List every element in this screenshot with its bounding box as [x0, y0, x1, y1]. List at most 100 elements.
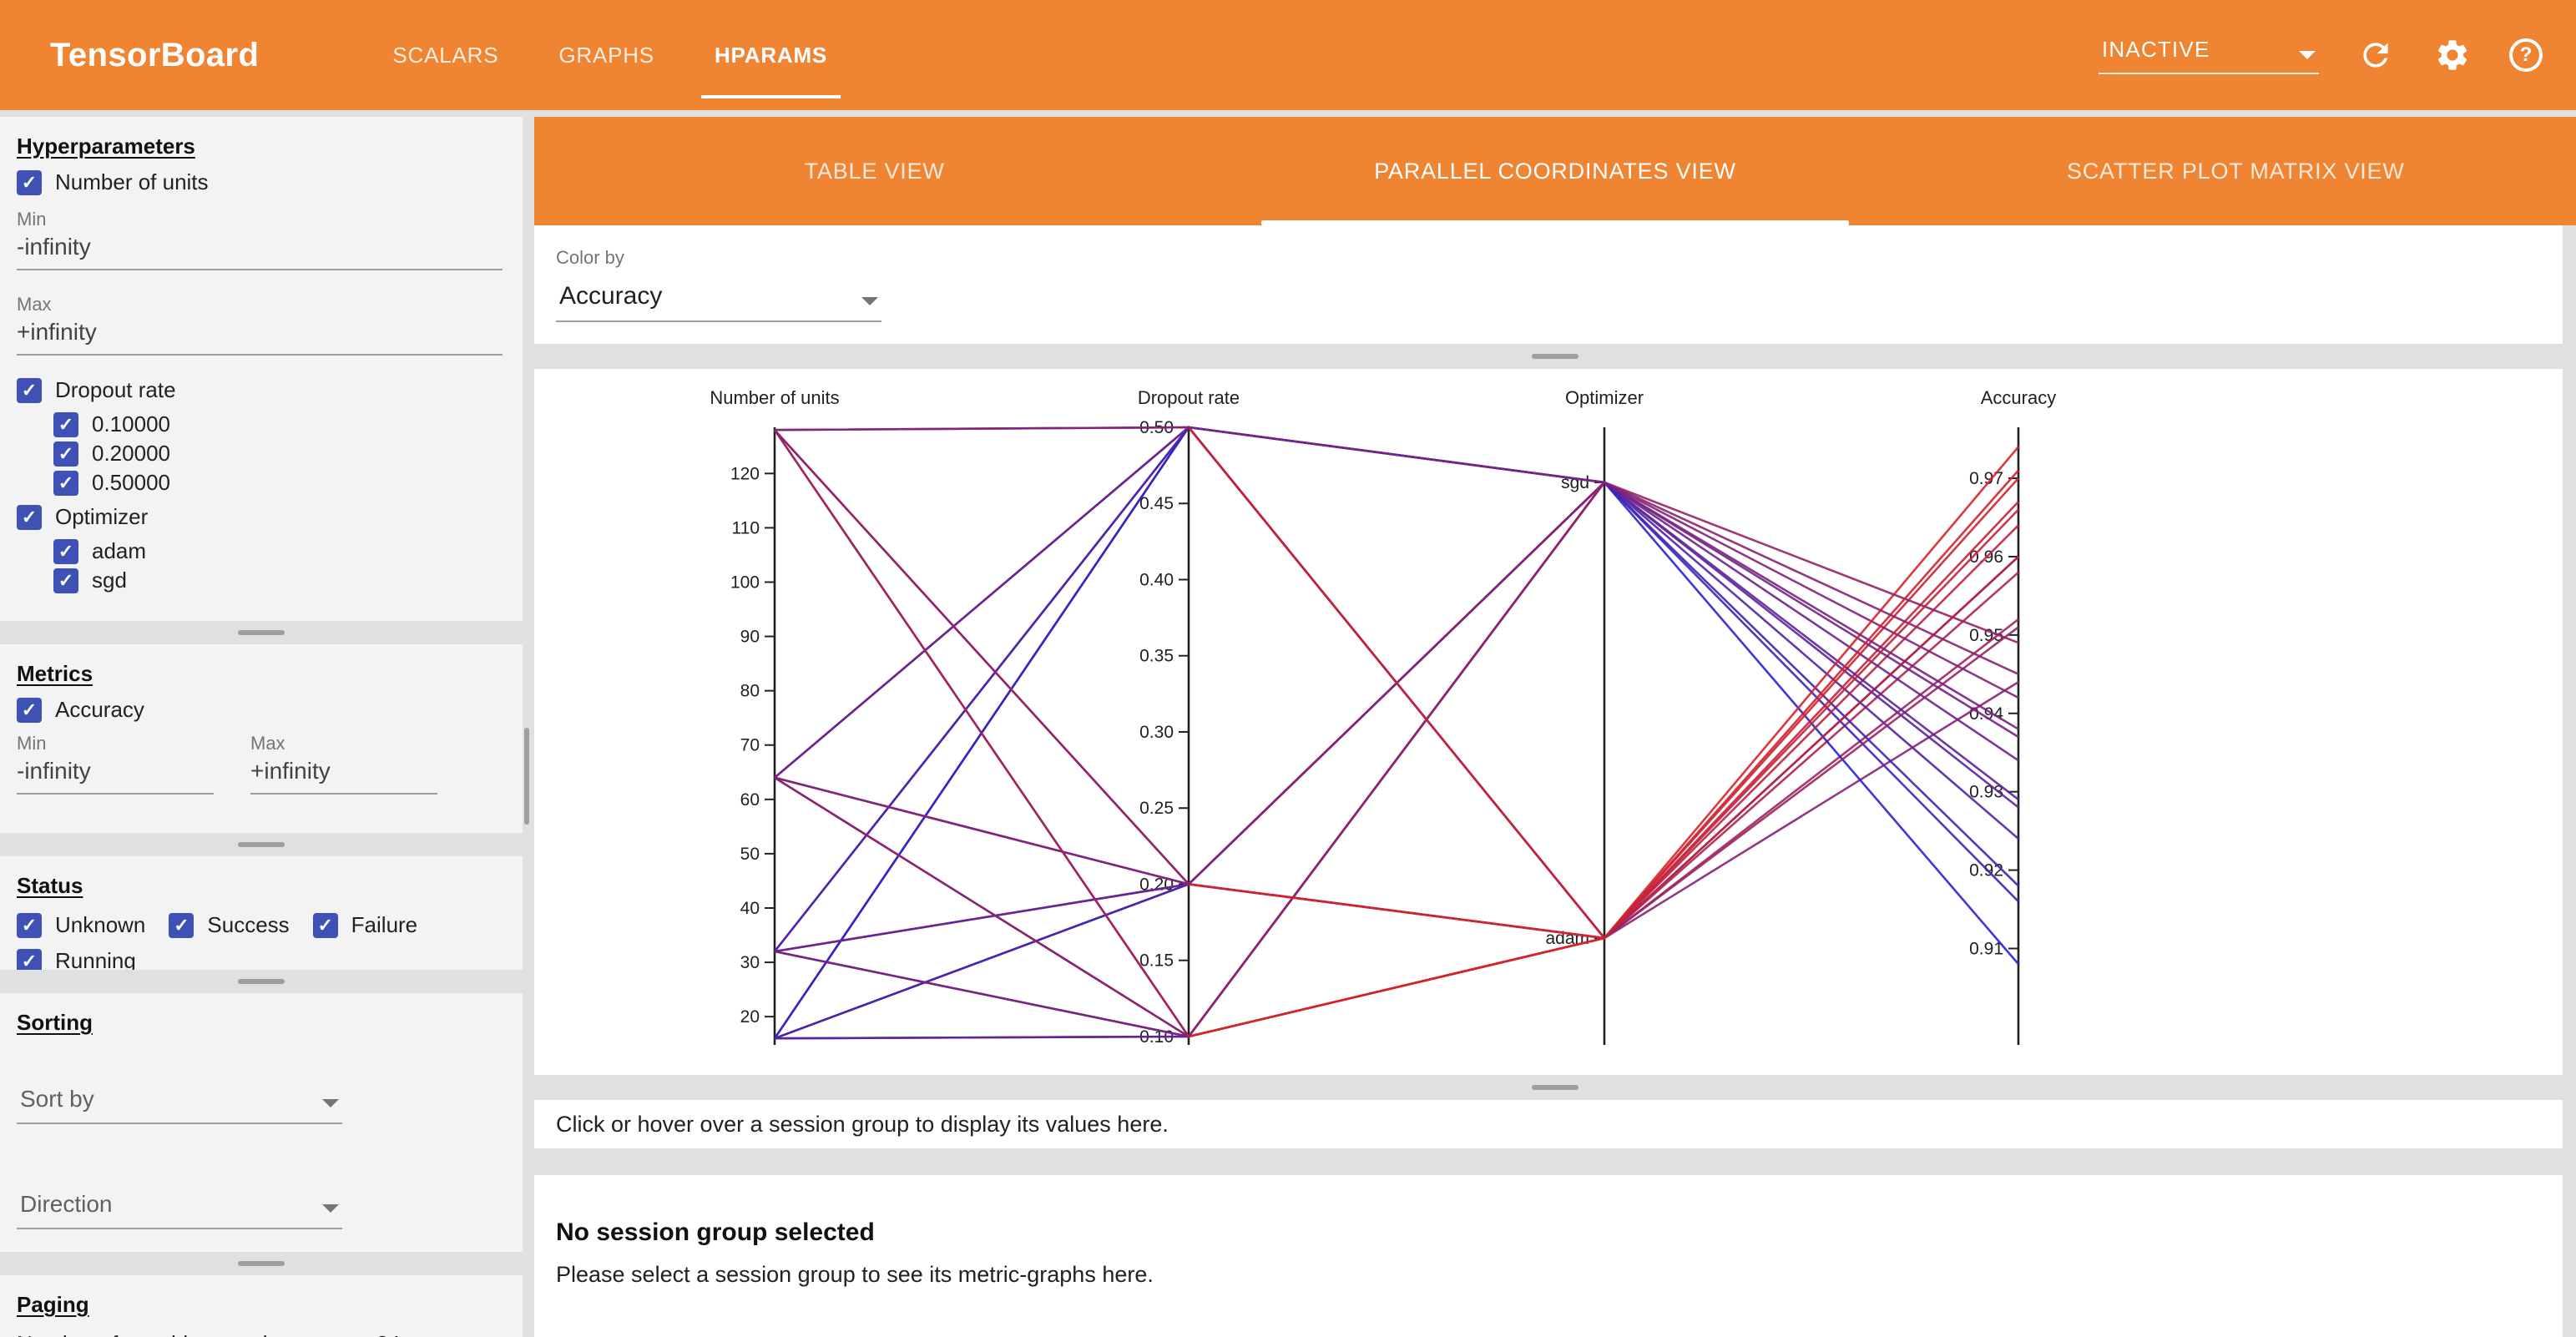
- status-title: Status: [17, 873, 83, 898]
- chevron-down-icon: [2299, 50, 2316, 59]
- resize-handle[interactable]: [1532, 1085, 1578, 1090]
- dropout-option-row: 0.50000: [53, 470, 506, 496]
- axis-title: Accuracy: [1981, 387, 2056, 408]
- tick-label: 0.45: [1139, 494, 1174, 513]
- tick-label: 0.30: [1139, 723, 1174, 742]
- resize-handle[interactable]: [238, 1261, 285, 1266]
- checkbox-optimizer-adam[interactable]: [53, 538, 78, 564]
- section-resize-gap: [0, 833, 523, 856]
- color-by-select[interactable]: Accuracy: [556, 279, 881, 322]
- session-line[interactable]: [774, 556, 2019, 953]
- accuracy-min-input[interactable]: [17, 754, 214, 795]
- dropout-option-row: 0.10000: [53, 411, 506, 437]
- parallel-coordinates-card: Number of units 20 30 40 50 60 70 80 90 100 110 120…: [534, 369, 2563, 1075]
- checkbox-dropout-0.10000[interactable]: [53, 411, 78, 437]
- sort-by-select[interactable]: Sort by: [17, 1082, 342, 1124]
- direction-value: Direction: [20, 1191, 113, 1217]
- no-selection-title: No session group selected: [556, 1218, 875, 1246]
- tick-label: 0.15: [1139, 951, 1174, 971]
- checkbox-dropout-0.20000[interactable]: [53, 441, 78, 467]
- tick-label: 50: [740, 845, 760, 864]
- chevron-down-icon: [861, 297, 878, 305]
- tick-label: 0.94: [1969, 704, 2003, 724]
- hparam-label: Number of units: [55, 169, 209, 194]
- toolbar-right-cluster: INACTIVE ?: [2099, 0, 2576, 110]
- tick-label: 0.93: [1969, 783, 2003, 802]
- color-by-value: Accuracy: [559, 282, 663, 310]
- reload-status-dropdown[interactable]: INACTIVE: [2099, 37, 2319, 74]
- tick-label: 0.40: [1139, 570, 1174, 589]
- status-success-row: Success: [169, 912, 290, 938]
- checkbox-status-failure[interactable]: [312, 912, 338, 938]
- direction-select[interactable]: Direction: [17, 1188, 342, 1229]
- sort-by-value: Sort by: [20, 1086, 94, 1112]
- checkbox-optimizer[interactable]: [17, 504, 42, 530]
- parallel-coordinates-chart[interactable]: Number of units 20 30 40 50 60 70 80 90 100 110 120…: [548, 377, 2534, 1070]
- sidebar-resize-handle[interactable]: [524, 728, 529, 825]
- tick-label: sgd: [1561, 473, 1589, 492]
- session-line[interactable]: [774, 426, 2019, 730]
- session-line[interactable]: [773, 425, 2019, 1039]
- session-line[interactable]: [774, 426, 2019, 801]
- section-resize-gap: [0, 970, 523, 993]
- no-selection-card: No session group selected Please select …: [534, 1175, 2563, 1337]
- tab-parallel-coordinates-view[interactable]: PARALLEL COORDINATES VIEW: [1215, 117, 1895, 225]
- accuracy-max-input[interactable]: [250, 754, 437, 795]
- min-label: Min: [17, 733, 47, 754]
- hparam-label: Dropout rate: [55, 377, 176, 402]
- metric-accuracy-row: Accuracy: [17, 697, 506, 723]
- checkbox-number-of-units[interactable]: [17, 169, 42, 195]
- sidebar-main-gap: [523, 117, 534, 1337]
- section-resize-gap: [0, 621, 523, 644]
- checkbox-status-running[interactable]: [17, 948, 42, 970]
- status-unknown-row: Unknown: [17, 912, 145, 938]
- session-line[interactable]: [774, 524, 2019, 1038]
- units-max-input[interactable]: [17, 315, 503, 356]
- sorting-title: Sorting: [17, 1010, 93, 1035]
- tick-label: 120: [730, 464, 760, 483]
- metrics-section: Metrics Accuracy Min Max: [0, 644, 523, 833]
- resize-handle[interactable]: [1532, 354, 1578, 359]
- resize-handle[interactable]: [238, 842, 285, 847]
- tick-label: 60: [740, 790, 760, 810]
- top-toolbar: TensorBoard SCALARS GRAPHS HPARAMS INACT…: [0, 0, 2576, 110]
- session-line[interactable]: [773, 429, 2019, 1039]
- tab-graphs[interactable]: GRAPHS: [558, 42, 654, 68]
- checkbox-dropout-rate[interactable]: [17, 377, 42, 403]
- session-line[interactable]: [773, 425, 2019, 952]
- session-line[interactable]: [773, 426, 2019, 952]
- checkbox-dropout-0.50000[interactable]: [53, 470, 78, 496]
- session-line[interactable]: [773, 429, 2019, 1038]
- status-label: Failure: [351, 912, 418, 937]
- paging-section: Paging Number of matching session groups…: [0, 1275, 523, 1337]
- checkbox-status-unknown[interactable]: [17, 912, 42, 938]
- tick-label: 40: [740, 899, 760, 918]
- help-icon[interactable]: ?: [2509, 38, 2543, 72]
- hparam-number-of-units-row: Number of units: [17, 169, 506, 195]
- resize-handle[interactable]: [238, 979, 285, 984]
- metrics-title: Metrics: [17, 661, 93, 686]
- checkbox-status-success[interactable]: [169, 912, 194, 938]
- tab-scalars[interactable]: SCALARS: [392, 42, 499, 68]
- option-label: 0.50000: [92, 470, 170, 495]
- units-min-input[interactable]: [17, 230, 503, 270]
- tab-scatter-plot-matrix-view[interactable]: SCATTER PLOT MATRIX VIEW: [2066, 158, 2405, 184]
- resize-handle[interactable]: [238, 630, 285, 635]
- tick-label: 30: [740, 953, 760, 972]
- view-tabs-bar: TABLE VIEW PARALLEL COORDINATES VIEW SCA…: [534, 117, 2576, 225]
- refresh-icon[interactable]: [2356, 35, 2396, 75]
- tick-label: 0.20: [1139, 875, 1174, 894]
- option-label: sgd: [92, 568, 127, 593]
- checkbox-accuracy[interactable]: [17, 697, 42, 723]
- session-line[interactable]: [774, 501, 2019, 940]
- tab-hparams[interactable]: HPARAMS: [691, 0, 851, 110]
- tab-table-view[interactable]: TABLE VIEW: [804, 158, 945, 184]
- status-label: Unknown: [55, 912, 146, 937]
- session-line[interactable]: [774, 477, 2019, 1038]
- hparam-dropout-row: Dropout rate: [17, 377, 506, 403]
- app-title: TensorBoard: [50, 36, 260, 73]
- min-label: Min: [17, 209, 47, 230]
- session-line[interactable]: [773, 426, 2019, 1039]
- settings-gear-icon[interactable]: [2432, 35, 2472, 75]
- checkbox-optimizer-sgd[interactable]: [53, 568, 78, 593]
